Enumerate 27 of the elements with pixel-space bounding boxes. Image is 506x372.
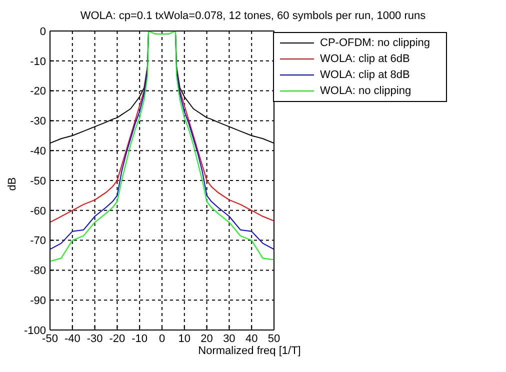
x-tick-label: 10 [178,332,191,345]
legend-label: WOLA: no clipping [320,85,412,97]
x-tick-label: 20 [200,332,213,345]
y-tick-label: -40 [30,146,46,158]
y-tick-label: -90 [30,295,46,308]
y-tick-label: -10 [30,56,46,68]
y-tick-label: -50 [30,175,46,188]
x-tick-label: 30 [223,332,236,345]
x-axis-title: Normalized freq [1/T] [197,345,302,357]
y-tick-label: -20 [30,86,46,98]
y-tick-label: 0 [40,26,46,38]
y-tick-label: -70 [30,235,46,248]
legend-label: WOLA: clip at 6dB [320,53,410,65]
legend-label: WOLA: clip at 8dB [320,69,410,81]
y-tick-label: -80 [30,265,46,278]
y-axis-title: dB [6,177,19,191]
legend-label: CP-OFDM: no clipping [320,37,430,49]
y-tick-label: -60 [30,205,46,218]
chart-title: WOLA: cp=0.1 txWola=0.078, 12 tones, 60 symbols per run, 1000 runs [79,10,427,22]
x-tick-label: -10 [132,332,148,345]
x-tick-label: -20 [109,332,126,345]
x-tick-label: -30 [86,332,103,345]
y-tick-label: -30 [30,116,46,128]
x-tick-label: -40 [64,332,80,345]
x-tick-label: 0 [158,332,166,345]
x-tick-label: 50 [268,332,280,345]
x-tick-label: 40 [245,332,258,345]
